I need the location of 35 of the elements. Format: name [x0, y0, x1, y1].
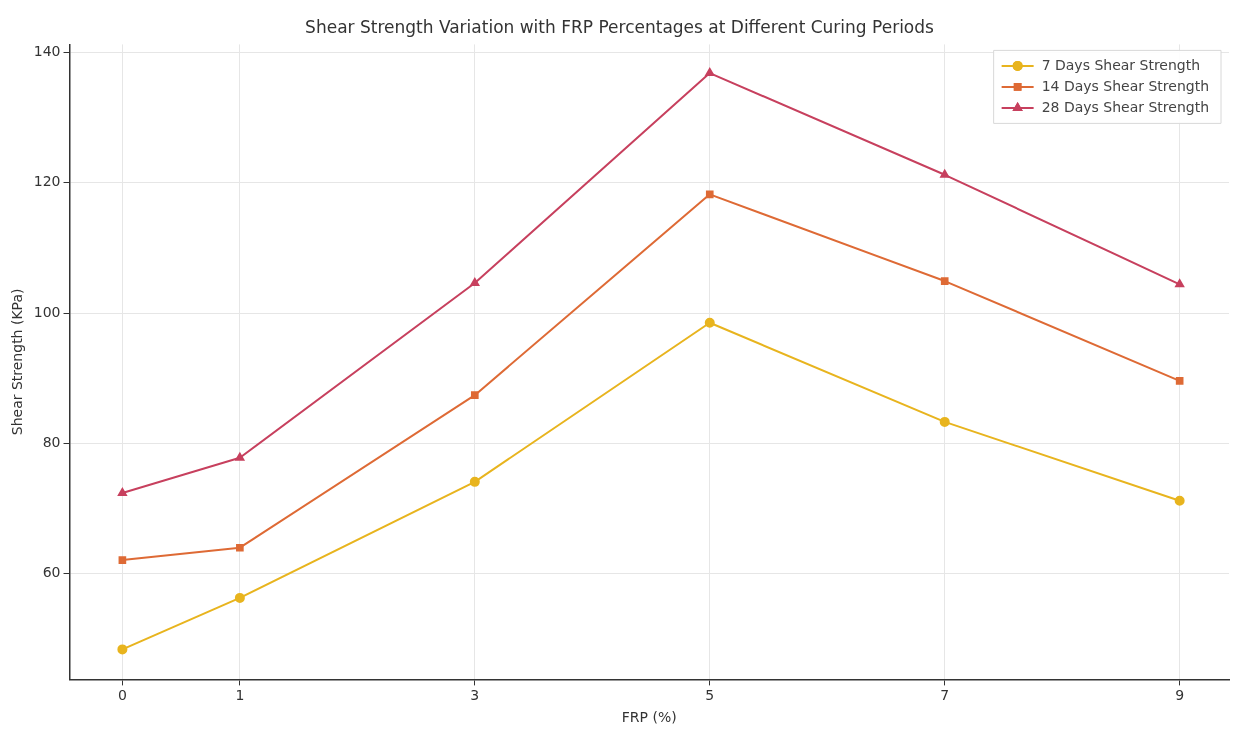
point: [1174, 495, 1185, 506]
y-tick-label: 140: [33, 42, 61, 59]
legend-label: 14 Days Shear Strength: [1041, 77, 1209, 94]
point: [705, 68, 715, 77]
y-tick-label: 60: [42, 564, 61, 581]
point: [705, 190, 714, 199]
point: [470, 278, 480, 287]
point: [117, 487, 127, 496]
point: [234, 592, 245, 603]
x-tick-label: 3: [470, 687, 480, 704]
point: [236, 543, 244, 552]
x-tick-label: 7: [940, 687, 950, 704]
x-axis-title: FRP (%): [621, 709, 677, 726]
point: [118, 556, 127, 564]
x-tick-label: 5: [705, 687, 715, 704]
point: [470, 391, 479, 399]
y-tick-label: 80: [42, 434, 61, 451]
y-axis-title: Shear Strength (KPa): [9, 288, 26, 436]
point: [1175, 376, 1184, 385]
chart-title: Shear Strength Variation with FRP Percentages at Different Curing Periods: [305, 16, 935, 37]
point: [1175, 279, 1185, 288]
point: [117, 644, 128, 655]
x-tick-label: 0: [117, 687, 127, 704]
point: [469, 476, 480, 487]
x-tick-label: 9: [1175, 687, 1185, 704]
point: [235, 452, 245, 461]
point: [940, 277, 949, 285]
point: [704, 317, 715, 328]
point: [939, 416, 950, 427]
x-tick-label: 1: [235, 687, 245, 704]
y-tick-label: 100: [33, 303, 61, 320]
legend-label: 28 Days Shear Strength: [1041, 98, 1209, 115]
legend-label: 7 Days Shear Strength: [1041, 56, 1201, 73]
point: [940, 169, 950, 178]
y-tick-label: 120: [33, 173, 61, 190]
